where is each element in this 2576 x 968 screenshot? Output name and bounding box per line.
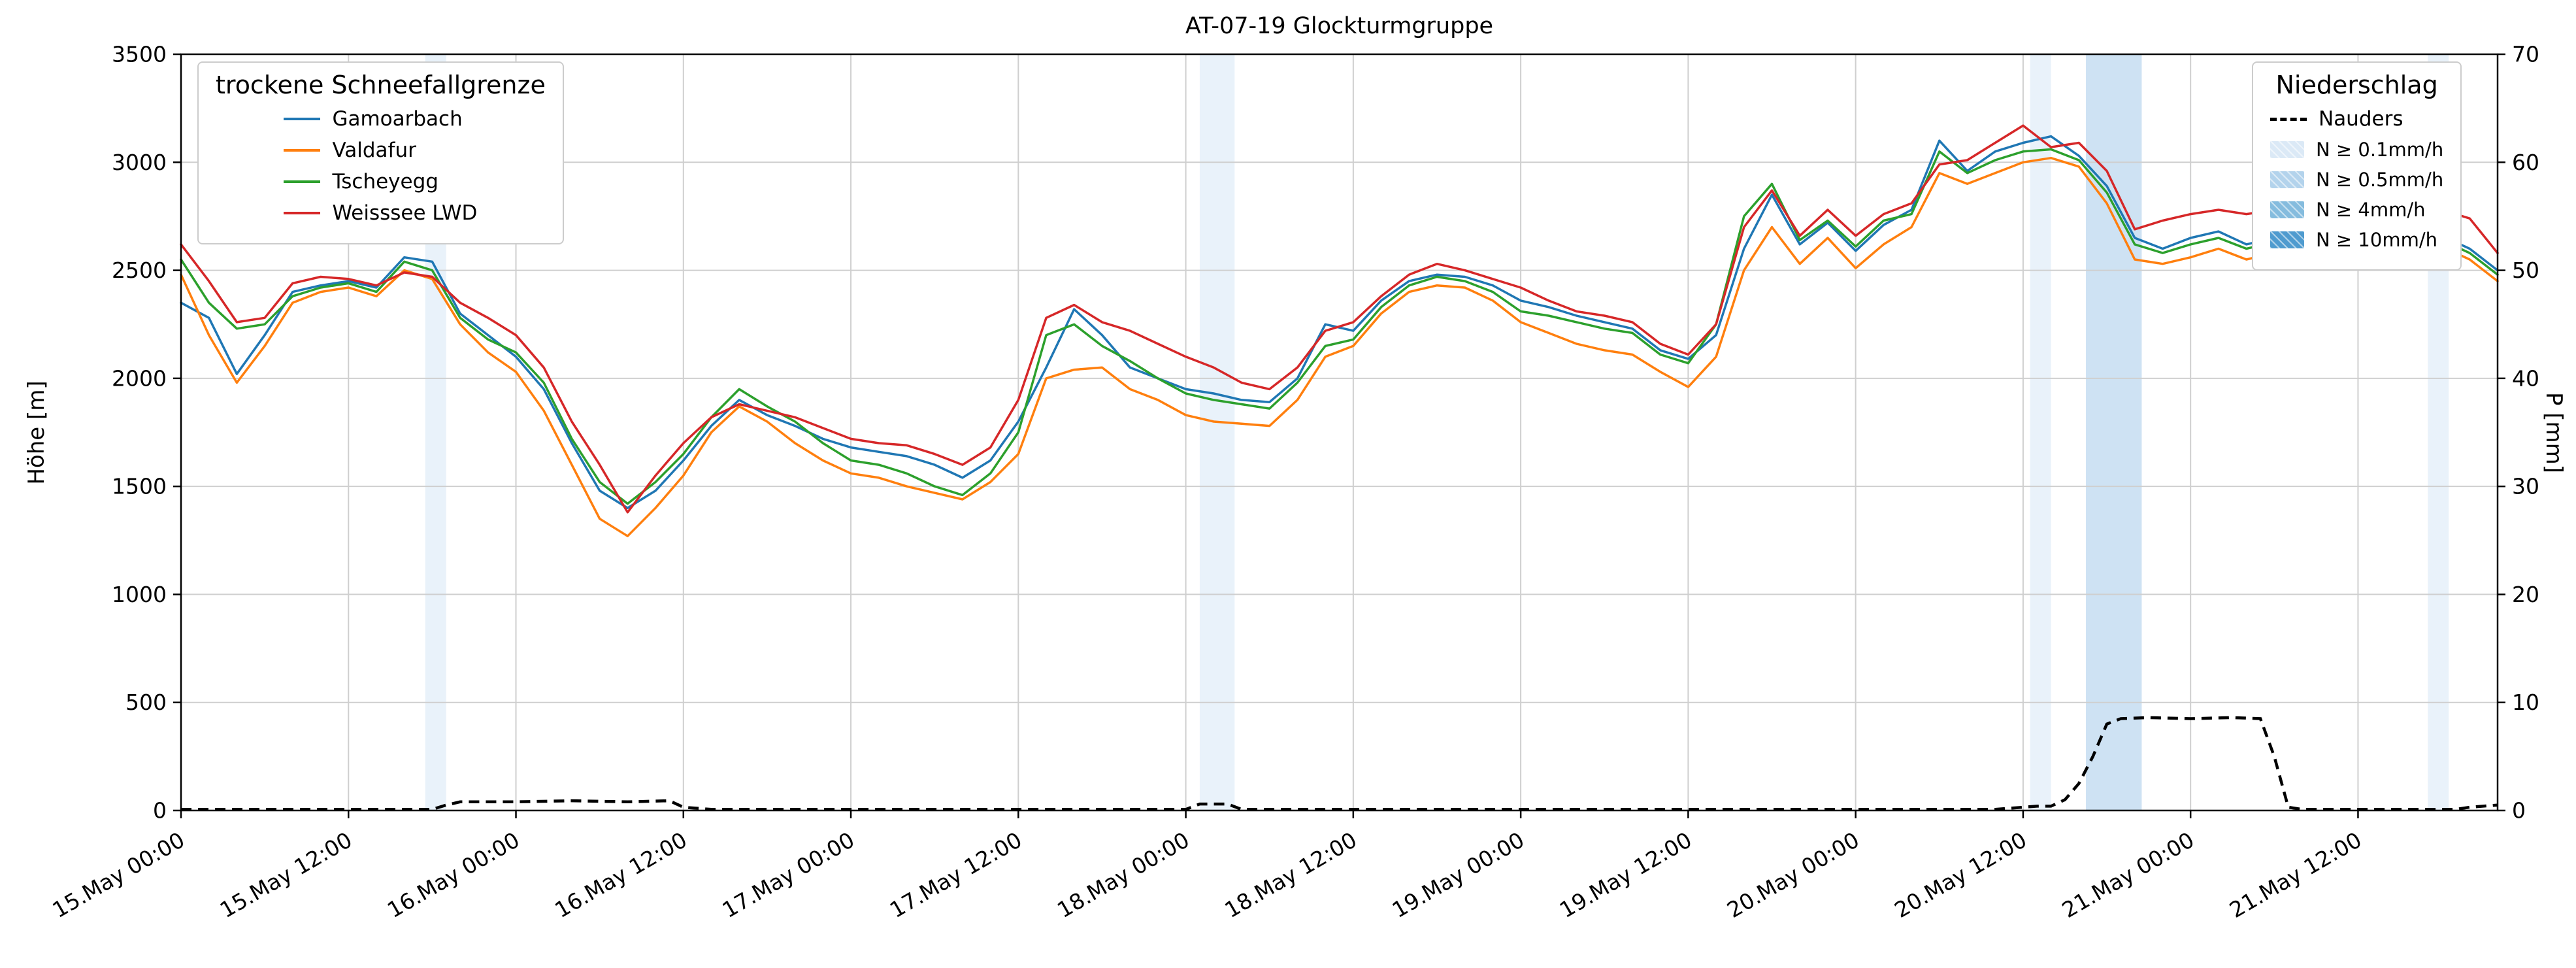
legend-entry-label: N ≥ 0.5mm/h <box>2316 169 2444 191</box>
y-tick-label-left: 2500 <box>112 258 167 283</box>
legend-line-swatch <box>284 149 321 152</box>
legend-line-swatch <box>284 180 321 183</box>
legend-patch-swatch <box>2270 201 2304 218</box>
y-tick-label-right: 0 <box>2512 798 2526 824</box>
y-tick-label-right: 30 <box>2512 474 2539 499</box>
y-axis-label-left: Höhe [m] <box>24 380 50 485</box>
x-tick-label: 16.May 00:00 <box>383 827 523 923</box>
y-tick-label-left: 2000 <box>112 365 167 391</box>
y-tick-label-right: 10 <box>2512 690 2539 715</box>
legend-entry-label: Nauders <box>2319 107 2403 131</box>
legend-entry-label: N ≥ 0.1mm/h <box>2316 139 2444 161</box>
legend-entry-nauders: Nauders <box>2270 107 2443 131</box>
legend-entry-n-0-5mm-h: N ≥ 0.5mm/h <box>2270 169 2443 191</box>
y-tick-label-right: 70 <box>2512 42 2539 67</box>
legend-entry-label: Tscheyegg <box>332 170 438 193</box>
precip-line-nauders <box>181 716 2498 811</box>
legend-entry-label: Gamoarbach <box>332 107 463 131</box>
precip-band <box>2086 54 2142 810</box>
y-tick-label-left: 500 <box>125 690 167 715</box>
y-tick-label-left: 0 <box>153 798 167 824</box>
legend-patch-swatch <box>2270 231 2304 248</box>
y-tick-label-left: 1000 <box>112 582 167 607</box>
y-tick-label-right: 40 <box>2512 365 2539 391</box>
y-tick-label-left: 3500 <box>112 42 167 67</box>
legend-snowline-title: trockene Schneefallgrenze <box>216 71 546 99</box>
legend-entry-n-4mm-h: N ≥ 4mm/h <box>2270 199 2443 221</box>
legend-entry-label: Valdafur <box>332 139 416 162</box>
legend-precip-title: Niederschlag <box>2275 71 2438 99</box>
x-tick-label: 21.May 12:00 <box>2225 827 2366 923</box>
y-axis-label-right: P [mm] <box>2541 392 2567 474</box>
x-tick-label: 15.May 00:00 <box>48 827 189 923</box>
precip-band <box>2030 54 2051 810</box>
y-tick-label-left: 1500 <box>112 474 167 499</box>
y-tick-label-right: 50 <box>2512 258 2539 283</box>
legend-line-swatch <box>284 118 321 120</box>
legend-entry-label: Weisssee LWD <box>332 201 478 225</box>
legend-patch-swatch <box>2270 171 2304 188</box>
x-tick-label: 20.May 00:00 <box>1723 827 1863 923</box>
x-tick-label: 18.May 12:00 <box>1220 827 1361 923</box>
x-tick-label: 18.May 00:00 <box>1053 827 1193 923</box>
series-line-tscheyegg <box>180 148 2499 505</box>
x-tick-label: 19.May 12:00 <box>1555 827 1696 923</box>
legend-precip: Niederschlag Nauders N ≥ 0.1mm/h N ≥ 0.5mm… <box>2252 61 2462 271</box>
x-tick-label: 19.May 00:00 <box>1388 827 1528 923</box>
legend-snowline-entries: Gamoarbach Valdafur Tscheyegg Weisssee LWD <box>284 107 477 225</box>
x-tick-label: 16.May 12:00 <box>550 827 691 923</box>
x-tick-label: 17.May 12:00 <box>885 827 1026 923</box>
legend-entry-weisssee-lwd: Weisssee LWD <box>284 201 477 225</box>
y-tick-label-left: 3000 <box>112 150 167 175</box>
series-line-valdafur <box>180 156 2499 537</box>
legend-entry-valdafur: Valdafur <box>284 139 477 162</box>
legend-line-swatch <box>284 212 321 214</box>
chart-title: AT-07-19 Glockturmgruppe <box>1185 13 1494 39</box>
plot-border <box>180 53 2499 812</box>
legend-entry-gamoarbach: Gamoarbach <box>284 107 477 131</box>
series-line-weisssee-lwd <box>180 124 2499 514</box>
legend-patch-swatch <box>2270 141 2304 158</box>
x-tick-label: 20.May 12:00 <box>1890 827 2030 923</box>
precip-band <box>1199 54 1235 810</box>
y-tick-label-right: 20 <box>2512 582 2539 607</box>
legend-precip-entries: Nauders N ≥ 0.1mm/h N ≥ 0.5mm/h N ≥ 4mm/h N … <box>2270 107 2443 251</box>
x-tick-label: 15.May 12:00 <box>216 827 356 923</box>
x-tick-label: 17.May 00:00 <box>718 827 859 923</box>
y-tick-label-right: 60 <box>2512 150 2539 175</box>
legend-entry-label: N ≥ 4mm/h <box>2316 199 2426 221</box>
x-tick-label: 21.May 00:00 <box>2058 827 2198 923</box>
legend-entry-label: N ≥ 10mm/h <box>2316 229 2437 251</box>
legend-dashed-line-swatch <box>2270 117 2307 121</box>
legend-snowline: trockene Schneefallgrenze Gamoarbach Vald… <box>197 61 564 244</box>
legend-entry-n-0-1mm-h: N ≥ 0.1mm/h <box>2270 139 2443 161</box>
legend-entry-tscheyegg: Tscheyegg <box>284 170 477 193</box>
legend-entry-n-10mm-h: N ≥ 10mm/h <box>2270 229 2443 251</box>
